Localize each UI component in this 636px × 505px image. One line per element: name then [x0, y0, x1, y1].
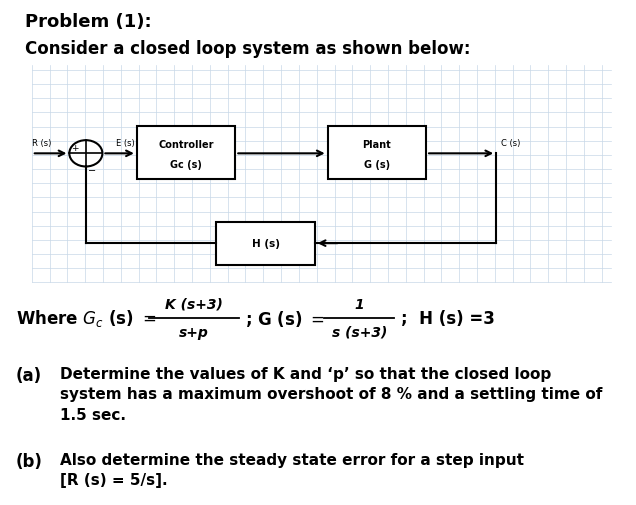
Text: s+p: s+p — [179, 325, 209, 339]
Text: (a): (a) — [16, 366, 42, 384]
Text: Controller: Controller — [158, 140, 214, 150]
Circle shape — [69, 141, 102, 167]
Text: −: − — [88, 166, 97, 176]
Text: 1: 1 — [354, 297, 364, 311]
Text: H (s): H (s) — [251, 239, 280, 248]
Text: +: + — [71, 143, 79, 153]
Text: Plant: Plant — [363, 140, 391, 150]
Text: G (s): G (s) — [364, 160, 390, 169]
Text: ;  H (s) =3: ; H (s) =3 — [401, 309, 495, 327]
Text: s (s+3): s (s+3) — [331, 325, 387, 339]
Text: K (s+3): K (s+3) — [165, 297, 223, 311]
Text: Problem (1):: Problem (1): — [25, 13, 152, 31]
Text: (b): (b) — [16, 452, 43, 470]
Text: ; G (s) $=$: ; G (s) $=$ — [245, 308, 325, 328]
Bar — [137, 126, 235, 179]
Text: Also determine the steady state error for a step input
[R (s) = 5/s].: Also determine the steady state error fo… — [60, 452, 525, 487]
Text: C (s): C (s) — [501, 138, 520, 147]
Bar — [328, 126, 426, 179]
Text: Determine the values of K and ‘p’ so that the closed loop
system has a maximum o: Determine the values of K and ‘p’ so tha… — [60, 366, 603, 422]
Text: Gc (s): Gc (s) — [170, 160, 202, 169]
Text: Where $\mathit{G_c}$ (s) $=$: Where $\mathit{G_c}$ (s) $=$ — [16, 308, 156, 329]
Text: E (s): E (s) — [116, 138, 135, 147]
Bar — [216, 222, 315, 265]
Text: R (s): R (s) — [32, 138, 51, 147]
Text: Consider a closed loop system as shown below:: Consider a closed loop system as shown b… — [25, 40, 471, 59]
